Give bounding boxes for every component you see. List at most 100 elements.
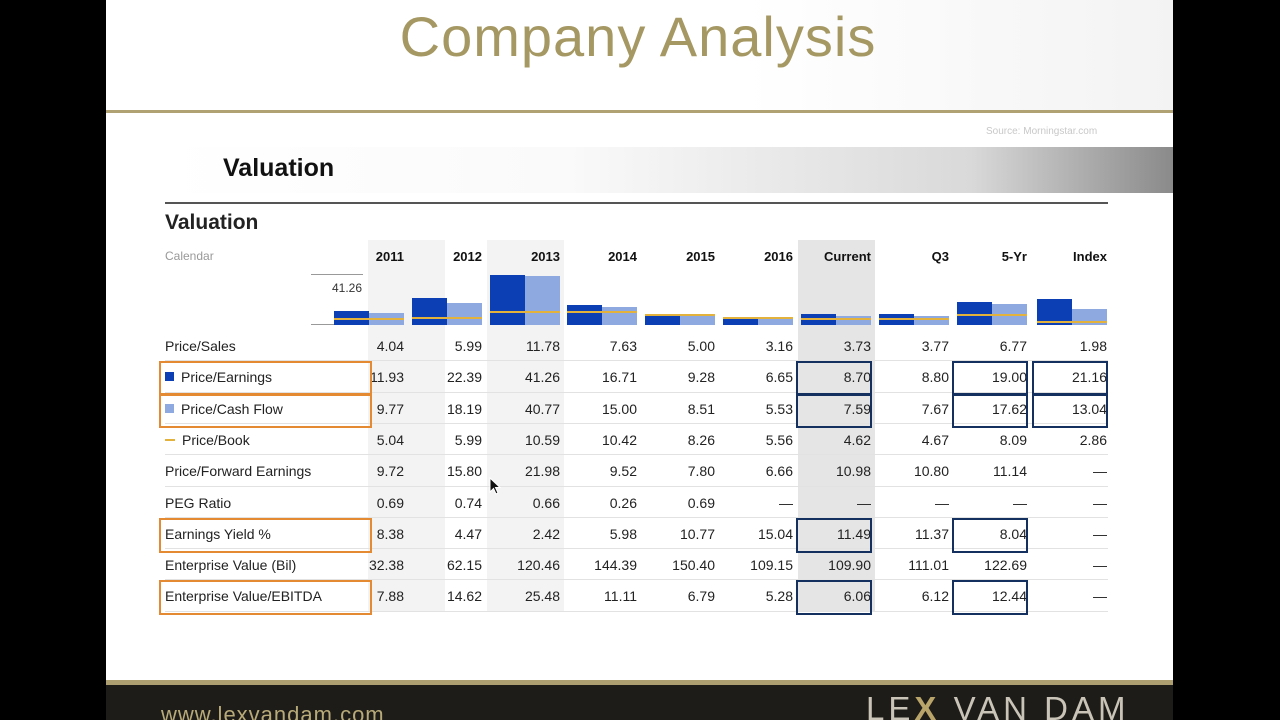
table-cell: 9.28 [687, 369, 715, 386]
logo-right: VAN DAM [953, 690, 1130, 720]
bar-price-cash-flow [836, 316, 871, 325]
line-price-book [879, 318, 949, 320]
table-cell: 120.46 [517, 557, 560, 574]
highlight-box-navy [952, 580, 1028, 616]
table-cell: 3.73 [843, 338, 871, 354]
table-cell: 2.42 [532, 525, 560, 542]
line-price-book [412, 317, 482, 319]
bar-price-cash-flow [525, 276, 560, 325]
line-price-book [957, 314, 1027, 316]
bar-price-cash-flow [447, 303, 482, 325]
table-cell: 12.44 [991, 588, 1027, 605]
column-header: 2013 [531, 249, 560, 264]
table-cell: 7.67 [921, 400, 949, 417]
table-cell: 10.59 [524, 431, 560, 448]
table-cell: 41.26 [524, 369, 560, 386]
table-cell: 19.00 [991, 369, 1027, 386]
row-label: Price/Forward Earnings [165, 463, 311, 479]
table-cell: 8.26 [687, 431, 715, 448]
row-label-text: Price/Forward Earnings [165, 463, 312, 480]
column-header: 2011 [375, 249, 404, 264]
table-cell: 150.40 [672, 557, 715, 574]
column-header: Index [1073, 249, 1107, 264]
row-label-text: Earnings Yield % [165, 525, 271, 542]
highlight-box-navy [796, 361, 872, 397]
table-cell: 6.06 [843, 588, 871, 605]
table-cell: 8.09 [999, 431, 1027, 448]
table-cell: 0.26 [609, 494, 637, 511]
table-cell: 6.66 [765, 463, 793, 480]
highlight-box-orange [159, 580, 372, 616]
column-header: Current [824, 249, 871, 264]
bar-price-earnings [490, 275, 525, 325]
table-cell: 7.63 [609, 338, 637, 354]
table-cell: — [1093, 525, 1107, 542]
table-cell: 5.56 [765, 431, 793, 448]
highlight-box-navy [952, 517, 1028, 553]
table-cell: 16.71 [601, 369, 637, 386]
table-cell: 8.80 [921, 369, 949, 386]
bar-price-cash-flow [602, 307, 637, 325]
table-cell: 8.70 [843, 369, 871, 386]
table-cell: 0.66 [532, 494, 560, 511]
table-cell: 40.77 [524, 400, 560, 417]
row-label: PEG Ratio [165, 495, 231, 511]
table-cell: 5.99 [454, 431, 482, 448]
table-cell: 18.19 [446, 400, 482, 417]
row-label-text: Enterprise Value (Bil) [165, 557, 297, 574]
highlight-box-navy [796, 580, 872, 616]
table-cell: 109.90 [828, 557, 871, 574]
line-price-book [723, 317, 793, 319]
highlight-box-navy [796, 517, 872, 553]
table-cell: 17.62 [991, 400, 1027, 417]
table-cell: 22.39 [446, 369, 482, 386]
table-cell: 15.04 [757, 525, 793, 542]
row-divider [165, 548, 1108, 550]
logo-x: X [914, 690, 941, 720]
table-heading: Valuation [165, 211, 259, 234]
chart-axis-top [311, 274, 363, 275]
highlight-box-navy [952, 392, 1028, 428]
row-divider [165, 610, 1108, 612]
table-cell: 9.72 [376, 463, 404, 480]
table-cell: 5.00 [687, 338, 715, 354]
table-cell: 32.38 [368, 557, 404, 574]
title-divider [106, 110, 1173, 113]
table-cell: 8.51 [687, 400, 715, 417]
row-label: Price/Cash Flow [165, 401, 283, 417]
table-cell: 9.77 [376, 400, 404, 417]
table-cell: 3.77 [921, 338, 949, 354]
table-cell: — [1013, 494, 1027, 511]
row-label: Enterprise Value (Bil) [165, 557, 296, 573]
table-cell: 25.48 [524, 588, 560, 605]
row-label-text: Price/Cash Flow [181, 400, 283, 417]
highlight-box-orange [159, 361, 372, 397]
table-cell: — [779, 494, 793, 511]
table-cell: 11.14 [993, 463, 1027, 480]
table-cell: 11.93 [370, 369, 404, 386]
table-cell: 14.62 [446, 588, 482, 605]
table-cell: 5.53 [765, 400, 793, 417]
row-label-text: Price/Sales [165, 338, 236, 354]
table-cell: 6.65 [765, 369, 793, 386]
bar-price-cash-flow [758, 318, 793, 325]
line-price-book [1037, 321, 1107, 323]
line-price-book [567, 311, 637, 313]
table-cell: 0.69 [376, 494, 404, 511]
column-header: 2015 [686, 249, 715, 264]
table-cell: — [1093, 557, 1107, 574]
highlight-box-navy [952, 361, 1028, 397]
table-cell: 21.98 [524, 463, 560, 480]
row-divider [165, 516, 1108, 518]
table-cell: 3.16 [765, 338, 793, 354]
table-cell: 122.69 [984, 557, 1027, 574]
table-cell: 111.01 [908, 557, 949, 574]
highlight-box-navy [1032, 361, 1108, 397]
presentation-slide: Company Analysis Source: Morningstar.com… [106, 0, 1173, 720]
slide-title: Company Analysis [399, 5, 877, 68]
row-label: Enterprise Value/EBITDA [165, 588, 322, 604]
table-cell: 4.62 [843, 431, 871, 448]
row-label: Price/Earnings [165, 369, 272, 385]
row-label-text: PEG Ratio [165, 494, 232, 511]
table-cell: 6.77 [999, 338, 1027, 354]
